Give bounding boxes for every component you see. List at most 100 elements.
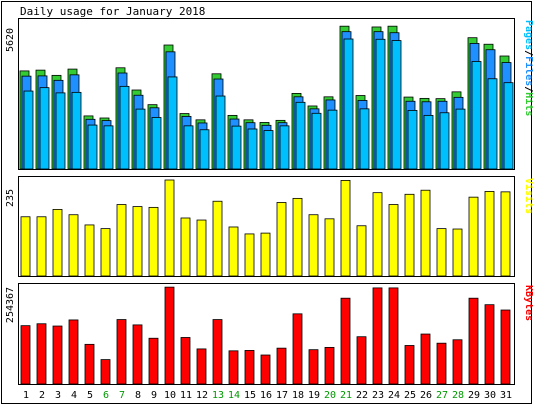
panel-frame	[18, 176, 515, 277]
day-label-4: 4	[71, 390, 77, 401]
bar-visits-day-28	[452, 228, 463, 277]
bar-visits-day-25	[404, 193, 415, 277]
bar-visits-day-9	[148, 206, 159, 277]
bar-visits-day-1	[20, 216, 31, 277]
bar-pages-day-23	[375, 38, 386, 170]
bar-pages-day-11	[183, 125, 194, 170]
side-legend-part: Pages	[523, 20, 533, 50]
bar-visits-day-31	[500, 191, 511, 277]
bar-pages-day-3	[55, 92, 66, 170]
bar-visits-day-26	[420, 189, 431, 277]
bar-visits-day-17	[276, 202, 287, 277]
side-legend-label: Visits	[523, 178, 533, 214]
day-label-8: 8	[135, 390, 141, 401]
day-label-10: 10	[164, 390, 176, 401]
bar-pages-day-20	[327, 109, 338, 170]
bar-visits-day-21	[340, 180, 351, 277]
bar-kbytes-day-11	[180, 337, 191, 385]
bar-pages-day-31	[503, 82, 514, 170]
bar-kbytes-day-10	[164, 286, 175, 385]
bar-pages-day-27	[439, 112, 450, 170]
bar-kbytes-day-12	[196, 348, 207, 385]
day-label-30: 30	[484, 390, 496, 401]
bar-visits-day-29	[468, 196, 479, 277]
bar-pages-day-7	[119, 85, 130, 170]
day-label-23: 23	[372, 390, 384, 401]
y-max-label: 5620	[5, 28, 16, 52]
bar-kbytes-day-5	[84, 343, 95, 385]
bar-kbytes-day-9	[148, 337, 159, 385]
bar-kbytes-day-18	[292, 313, 303, 385]
bar-pages-day-8	[135, 108, 146, 170]
bar-kbytes-day-1	[20, 325, 31, 385]
day-label-26: 26	[420, 390, 432, 401]
day-label-21: 21	[340, 390, 352, 401]
bar-pages-day-19	[311, 112, 322, 170]
day-label-29: 29	[468, 390, 480, 401]
day-label-6: 6	[103, 390, 109, 401]
day-label-1: 1	[23, 390, 29, 401]
bar-pages-day-9	[151, 117, 162, 170]
bar-pages-day-10	[167, 76, 178, 170]
bar-visits-day-5	[84, 224, 95, 277]
day-label-5: 5	[87, 390, 93, 401]
bar-kbytes-day-14	[228, 350, 239, 385]
bar-visits-day-10	[164, 179, 175, 277]
bar-visits-day-23	[372, 192, 383, 277]
bar-kbytes-day-20	[324, 346, 335, 385]
bar-pages-day-30	[487, 78, 498, 170]
day-label-3: 3	[55, 390, 61, 401]
bar-kbytes-day-21	[340, 297, 351, 385]
bar-visits-day-3	[52, 209, 63, 277]
panel-frame	[18, 18, 515, 170]
bar-pages-day-26	[423, 114, 434, 170]
day-label-22: 22	[356, 390, 368, 401]
side-legend-label: Pages/Files/Hits	[523, 20, 533, 116]
chart-panels: 5620 Pages/Files/Hits 235 Visits 254367 KByte…	[5, 18, 533, 385]
bar-pages-day-18	[295, 101, 306, 170]
day-label-11: 11	[180, 390, 192, 401]
panel-frame	[18, 283, 515, 385]
bar-pages-day-16	[263, 130, 274, 170]
bar-visits-day-8	[132, 206, 143, 277]
bar-pages-day-24	[391, 40, 402, 170]
bar-pages-day-6	[103, 125, 114, 170]
bar-kbytes-day-30	[484, 304, 495, 385]
bar-pages-day-28	[455, 108, 466, 170]
bar-visits-day-13	[212, 200, 223, 277]
bar-kbytes-day-7	[116, 319, 127, 385]
bar-kbytes-day-4	[68, 319, 79, 385]
bar-pages-day-4	[71, 91, 82, 170]
day-label-7: 7	[119, 390, 125, 401]
bar-kbytes-day-24	[388, 287, 399, 385]
bar-kbytes-day-17	[276, 347, 287, 385]
bar-visits-day-11	[180, 217, 191, 277]
bar-visits-day-12	[196, 219, 207, 277]
bar-visits-day-6	[100, 228, 111, 277]
panel-hits-files-pages: 5620 Pages/Files/Hits	[5, 18, 533, 170]
bar-visits-day-30	[484, 191, 495, 277]
side-legend-part: /	[523, 50, 533, 56]
bar-kbytes-day-29	[468, 297, 479, 385]
x-axis-day-labels: 1 2 3 4 5 6 7 8 9 10 11 12 13 14 15 16 17 18 19 20 21 22 23 24 2…	[23, 390, 512, 401]
side-legend-part: Files	[523, 56, 533, 86]
bar-visits-day-16	[260, 232, 271, 277]
bar-pages-day-13	[215, 95, 226, 170]
bar-visits-day-4	[68, 214, 79, 277]
day-label-12: 12	[196, 390, 208, 401]
bar-pages-day-22	[359, 108, 370, 170]
bar-visits-day-20	[324, 218, 335, 277]
side-legend-part: /	[523, 86, 533, 92]
bar-visits-day-15	[244, 233, 255, 277]
day-label-14: 14	[228, 390, 240, 401]
bar-visits-day-18	[292, 197, 303, 277]
bar-visits-day-14	[228, 226, 239, 277]
bar-kbytes-day-19	[308, 349, 319, 385]
bar-pages-day-15	[247, 128, 258, 170]
day-label-13: 13	[212, 390, 224, 401]
panel-kbytes: 254367 KBytes	[5, 283, 533, 385]
y-max-label: 235	[5, 189, 16, 207]
chart-title: Daily usage for January 2018	[20, 5, 205, 18]
